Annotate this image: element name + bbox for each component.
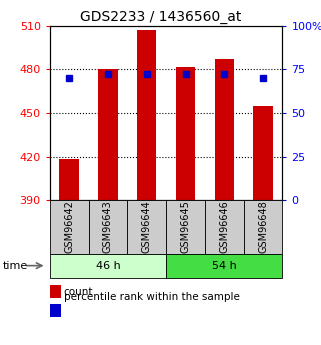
Bar — [59, 159, 79, 200]
Bar — [137, 30, 156, 200]
Bar — [98, 69, 117, 200]
Text: GSM96642: GSM96642 — [64, 200, 74, 253]
Bar — [176, 67, 195, 200]
Bar — [215, 59, 234, 200]
Text: count: count — [64, 287, 93, 296]
Text: time: time — [3, 261, 29, 270]
Bar — [253, 106, 273, 200]
Text: GSM96646: GSM96646 — [219, 200, 229, 253]
Text: percentile rank within the sample: percentile rank within the sample — [64, 292, 239, 302]
Text: GDS2233 / 1436560_at: GDS2233 / 1436560_at — [80, 10, 241, 24]
Text: GSM96645: GSM96645 — [180, 200, 190, 253]
Text: 54 h: 54 h — [212, 261, 237, 270]
Text: GSM96644: GSM96644 — [142, 200, 152, 253]
Text: GSM96643: GSM96643 — [103, 200, 113, 253]
Text: 46 h: 46 h — [96, 261, 120, 270]
Text: GSM96648: GSM96648 — [258, 200, 268, 253]
